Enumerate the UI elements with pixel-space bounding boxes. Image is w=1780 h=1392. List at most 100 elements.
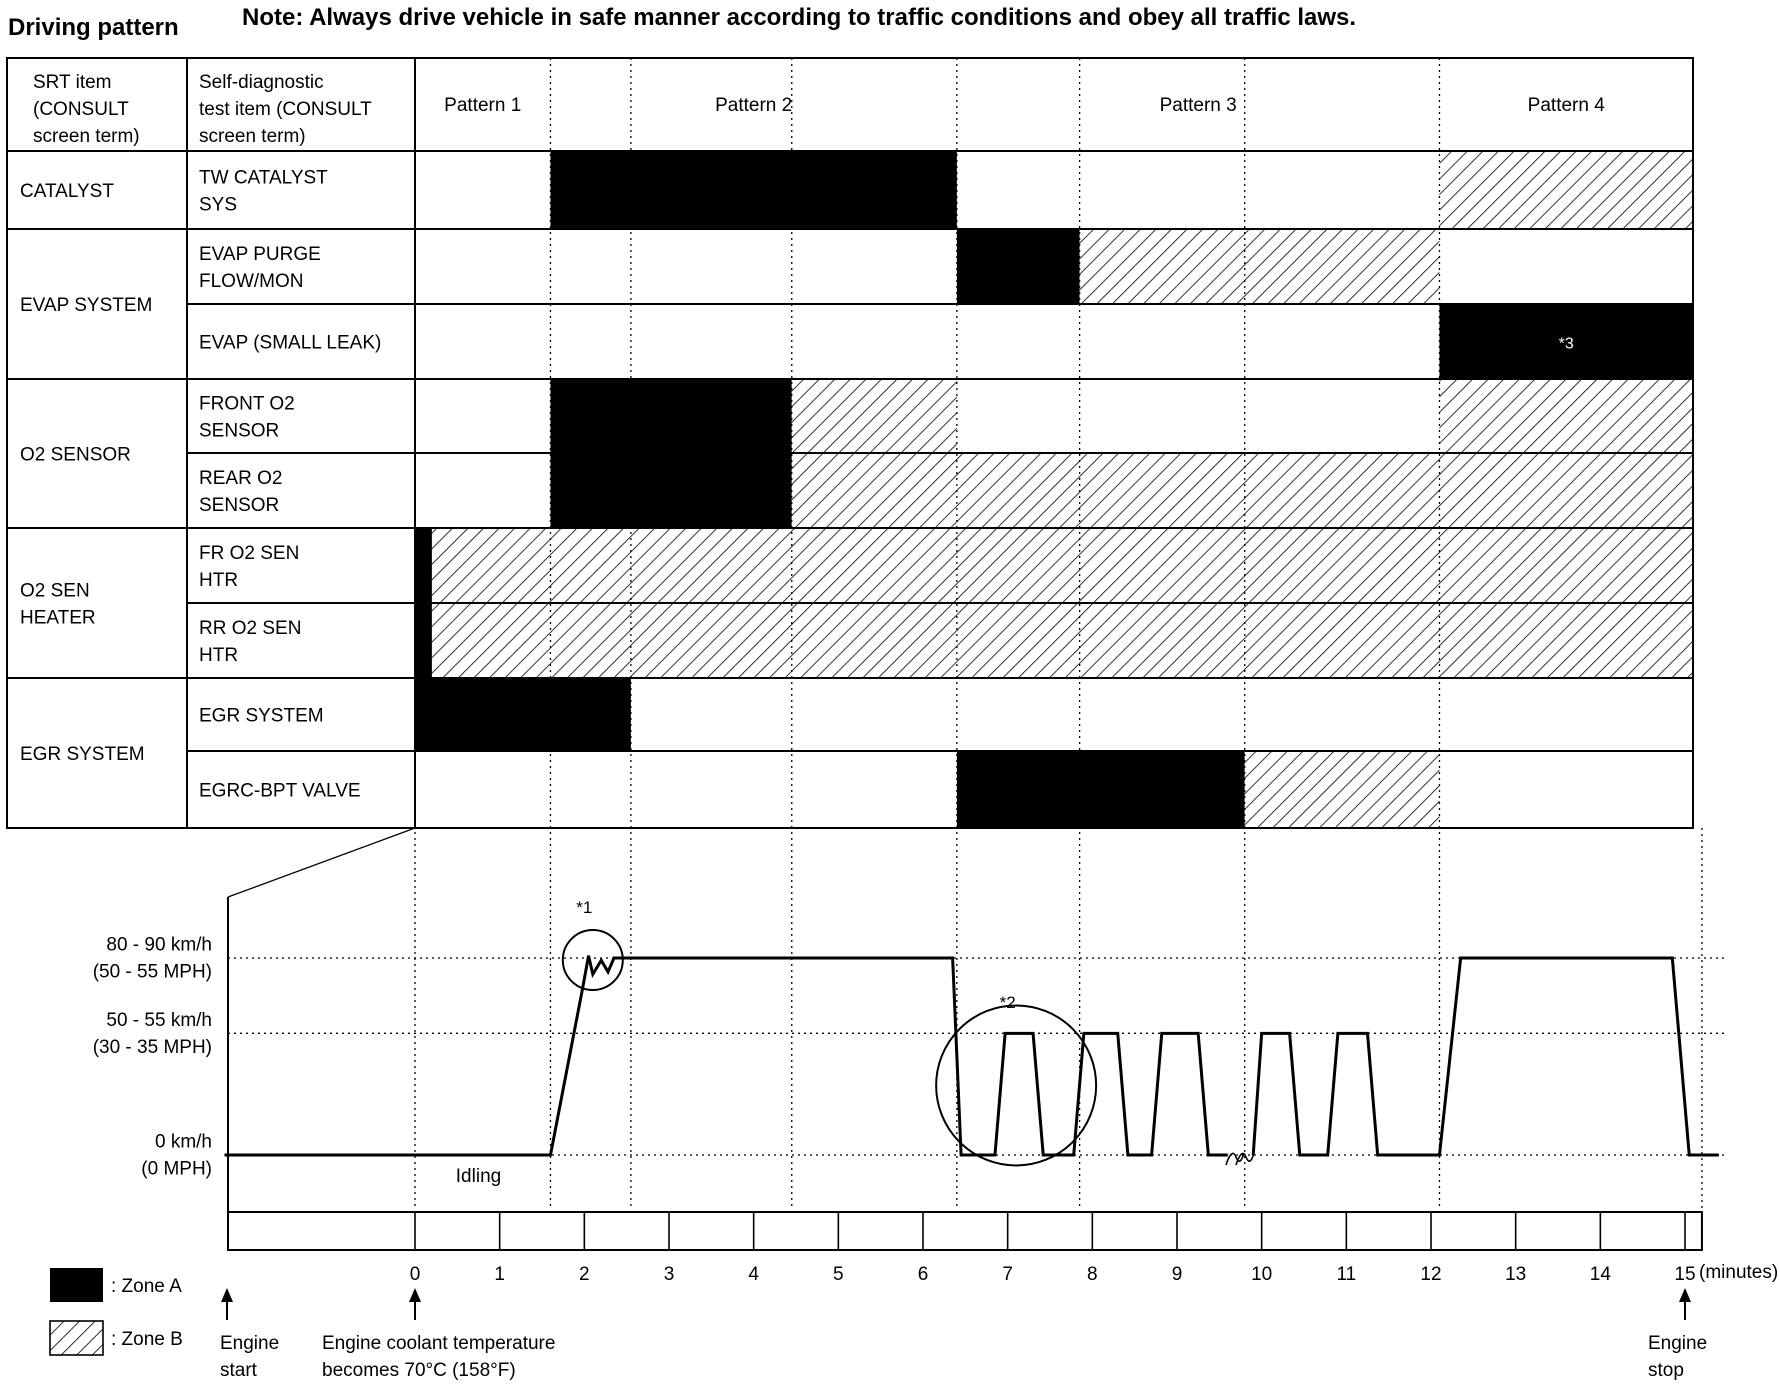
time-tick-label: 13 [1505, 1264, 1526, 1285]
srt-item-header: (CONSULT [33, 99, 129, 120]
test-item-label: SENSOR [199, 421, 279, 442]
pattern-header: Pattern 4 [1528, 95, 1606, 116]
speed-profile-line [1251, 956, 1719, 1157]
arrow-head-icon [1679, 1288, 1692, 1302]
srt-group-label: O2 SEN [20, 581, 90, 602]
zone-a-swatch [50, 1268, 103, 1302]
test-item-label: FR O2 SEN [199, 543, 299, 564]
time-tick-label: 6 [918, 1264, 929, 1285]
zone-a-bar [1439, 304, 1693, 379]
self-diag-header: screen term) [199, 126, 306, 147]
zone-b-bar [791, 453, 1693, 528]
time-tick-label: 15 [1674, 1264, 1695, 1285]
pattern-header: Pattern 1 [444, 95, 521, 116]
srt-group-label: EGR SYSTEM [20, 744, 145, 765]
speed-profile-line [224, 955, 1228, 1157]
zone-a-bar [956, 751, 1245, 828]
test-item-label: TW CATALYST [199, 168, 328, 189]
self-diag-header: test item (CONSULT [199, 99, 372, 120]
footnote-marker-1: *1 [576, 898, 592, 917]
srt-group-label: EVAP SYSTEM [20, 295, 152, 316]
zone-a-bar [415, 603, 432, 678]
test-item-label: SENSOR [199, 495, 279, 516]
zone-b-label: : Zone B [111, 1329, 183, 1350]
zone-a-bar [415, 528, 432, 603]
srt-group-label: O2 SENSOR [20, 445, 131, 466]
engine-start-label: Engine [220, 1333, 279, 1354]
time-tick-label: 14 [1590, 1264, 1612, 1285]
time-tick-label: 8 [1087, 1264, 1098, 1285]
test-item-label: EGR SYSTEM [199, 706, 324, 727]
arrow-head-icon [221, 1288, 233, 1302]
table-text: SRT item (CONSULT screen term) Self-diagnos… [20, 72, 1605, 802]
engine-stop-label: Engine [1648, 1333, 1707, 1354]
coolant-temp-label: Engine coolant temperature [322, 1333, 555, 1354]
zone-a-bar [956, 229, 1080, 304]
legend: : Zone A : Zone B [49, 1268, 183, 1356]
zone-b-bar [1439, 151, 1693, 229]
speed-level-label: 0 km/h [155, 1132, 212, 1153]
footnote-marker-3: *3 [1559, 336, 1574, 353]
speed-chart: 80 - 90 km/h (50 - 55 MPH) 50 - 55 km/h (30… [93, 827, 1778, 1381]
test-item-label: HTR [199, 645, 238, 666]
coolant-temp-label: becomes 70°C (158°F) [322, 1360, 516, 1381]
zone-a-bar [415, 678, 631, 751]
speed-level-label: 80 - 90 km/h [106, 935, 212, 956]
test-item-label: FLOW/MON [199, 271, 304, 292]
srt-item-header: SRT item [33, 72, 112, 93]
zone-a-bar [550, 453, 792, 528]
zone-a-bar [550, 379, 792, 453]
arrow-head-icon [409, 1288, 421, 1302]
time-bar [227, 1211, 1703, 1251]
engine-stop-label: stop [1648, 1360, 1684, 1381]
zone-bars: *3 [415, 151, 1694, 828]
time-tick-label: 11 [1336, 1264, 1356, 1285]
time-tick-label: 5 [833, 1264, 844, 1285]
speed-level-label: (30 - 35 MPH) [93, 1037, 212, 1058]
engine-start-label: start [220, 1360, 258, 1381]
chart-connector-line [227, 827, 416, 898]
time-tick-label: 0 [410, 1264, 421, 1285]
pattern-header: Pattern 3 [1160, 95, 1237, 116]
zone-b-bar [1079, 229, 1440, 304]
zone-b-bar [431, 528, 1694, 603]
marker-circle-2 [935, 1004, 1098, 1167]
test-item-label: EVAP PURGE [199, 244, 321, 265]
zone-b-bar [791, 379, 957, 453]
idling-label: Idling [456, 1166, 501, 1187]
time-tick-label: 12 [1420, 1264, 1441, 1285]
test-item-label: REAR O2 [199, 468, 282, 489]
srt-item-header: screen term) [33, 126, 140, 147]
time-tick-label: 10 [1251, 1264, 1272, 1285]
table-border [6, 57, 1694, 829]
footnote-marker-2: *2 [1000, 993, 1016, 1012]
time-tick-label: 3 [664, 1264, 675, 1285]
time-tick-label: 4 [748, 1264, 759, 1285]
srt-group-label: HEATER [20, 608, 96, 629]
test-item-label: FRONT O2 [199, 394, 295, 415]
zone-b-bar [1244, 751, 1440, 828]
time-break-mark [1225, 1152, 1255, 1166]
table-grid [6, 57, 1703, 1210]
zone-b-bar [1439, 379, 1693, 453]
speed-level-label: (0 MPH) [141, 1159, 212, 1180]
speed-level-label: 50 - 55 km/h [106, 1010, 212, 1031]
zone-b-swatch [49, 1320, 104, 1356]
test-item-label: HTR [199, 570, 238, 591]
speed-level-label: (50 - 55 MPH) [93, 962, 212, 983]
time-tick-label: 1 [494, 1264, 505, 1285]
time-tick-label: 9 [1172, 1264, 1183, 1285]
time-tick-label: 7 [1002, 1264, 1013, 1285]
test-item-label: RR O2 SEN [199, 618, 301, 639]
zone-a-bar [550, 151, 957, 229]
time-unit-label: (minutes) [1699, 1262, 1778, 1283]
safety-note: Note: Always drive vehicle in safe manne… [242, 4, 1357, 31]
zone-a-label: : Zone A [111, 1276, 182, 1297]
page-title: Driving pattern [8, 14, 179, 41]
test-item-label: EGRC-BPT VALVE [199, 781, 361, 802]
time-tick-label: 2 [579, 1264, 590, 1285]
marker-circle-1 [561, 929, 624, 991]
pattern-header: Pattern 2 [715, 95, 792, 116]
srt-group-label: CATALYST [20, 181, 114, 202]
